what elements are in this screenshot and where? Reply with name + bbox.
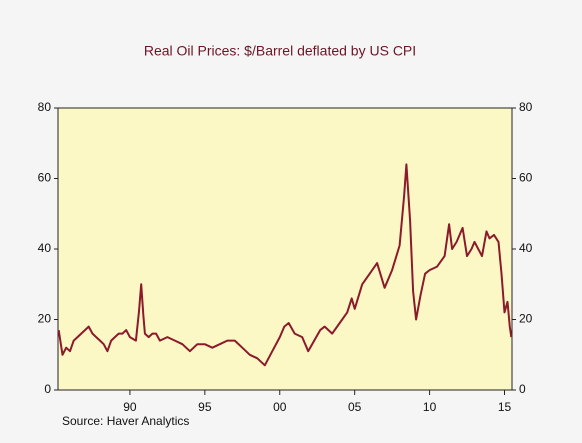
y2-tick-label: 60 <box>519 171 533 185</box>
x-tick-label: 10 <box>423 400 437 414</box>
y-tick-label: 60 <box>38 171 52 185</box>
x-tick-label: 05 <box>348 400 362 414</box>
x-tick-label: 15 <box>498 400 512 414</box>
x-tick-label: 00 <box>273 400 287 414</box>
y2-tick-label: 80 <box>519 100 533 114</box>
y2-tick-label: 0 <box>519 382 526 396</box>
y2-tick-label: 20 <box>519 312 533 326</box>
x-tick-label: 95 <box>198 400 212 414</box>
source-note: Source: Haver Analytics <box>62 414 189 428</box>
chart-title: Real Oil Prices: $/Barrel deflated by US… <box>144 43 416 59</box>
y-tick-label: 20 <box>38 312 52 326</box>
y-tick-label: 0 <box>44 382 51 396</box>
y-tick-label: 40 <box>38 241 52 255</box>
x-tick-label: 90 <box>123 400 137 414</box>
y-tick-label: 80 <box>38 100 52 114</box>
plot-area <box>57 107 513 391</box>
data-line <box>57 163 513 367</box>
y2-tick-label: 40 <box>519 241 533 255</box>
